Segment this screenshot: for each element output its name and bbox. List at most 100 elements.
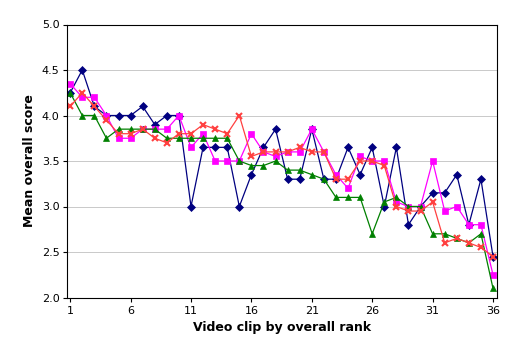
More than once a month bbox=[417, 204, 423, 209]
A few times a year bbox=[478, 177, 484, 181]
A few times a year bbox=[248, 173, 254, 177]
Almost daily bbox=[248, 154, 254, 159]
Almost daily bbox=[381, 163, 388, 168]
A few times a year bbox=[345, 145, 351, 149]
More than twice a week bbox=[224, 136, 230, 140]
More than once a month bbox=[478, 223, 484, 227]
More than once a month bbox=[466, 223, 472, 227]
More than once a month bbox=[272, 154, 279, 159]
A few times a year bbox=[140, 104, 146, 108]
A few times a year bbox=[91, 104, 97, 108]
Almost daily bbox=[309, 150, 315, 154]
More than twice a week bbox=[393, 195, 399, 199]
More than twice a week bbox=[442, 232, 448, 236]
A few times a year bbox=[200, 145, 206, 149]
A few times a year bbox=[333, 177, 339, 181]
Line: A few times a year: A few times a year bbox=[68, 67, 496, 259]
More than once a month bbox=[188, 145, 194, 149]
More than once a month bbox=[115, 136, 121, 140]
Almost daily bbox=[103, 118, 110, 122]
A few times a year bbox=[176, 113, 182, 118]
Almost daily bbox=[212, 127, 218, 131]
Almost daily bbox=[164, 141, 170, 145]
More than once a month bbox=[333, 173, 339, 177]
More than once a month bbox=[140, 127, 146, 131]
More than twice a week bbox=[357, 195, 363, 199]
A few times a year bbox=[285, 177, 291, 181]
Almost daily bbox=[393, 204, 399, 209]
More than twice a week bbox=[164, 136, 170, 140]
Almost daily bbox=[357, 159, 363, 163]
Almost daily bbox=[67, 104, 73, 108]
More than twice a week bbox=[248, 163, 254, 168]
More than twice a week bbox=[321, 177, 327, 181]
Almost daily bbox=[417, 209, 423, 213]
More than twice a week bbox=[478, 232, 484, 236]
Almost daily bbox=[236, 113, 242, 118]
More than twice a week bbox=[406, 204, 412, 209]
More than once a month bbox=[430, 159, 436, 163]
Almost daily bbox=[321, 150, 327, 154]
A few times a year bbox=[381, 204, 388, 209]
More than twice a week bbox=[309, 173, 315, 177]
Almost daily bbox=[296, 145, 303, 149]
X-axis label: Video clip by overall rank: Video clip by overall rank bbox=[193, 321, 371, 334]
A few times a year bbox=[393, 145, 399, 149]
More than twice a week bbox=[296, 168, 303, 172]
More than once a month bbox=[454, 204, 460, 209]
More than twice a week bbox=[115, 127, 121, 131]
More than once a month bbox=[127, 136, 134, 140]
A few times a year bbox=[224, 145, 230, 149]
A few times a year bbox=[321, 177, 327, 181]
More than once a month bbox=[91, 95, 97, 99]
More than once a month bbox=[345, 186, 351, 190]
Line: Almost daily: Almost daily bbox=[67, 89, 497, 260]
More than once a month bbox=[261, 150, 267, 154]
More than twice a week bbox=[381, 200, 388, 204]
More than twice a week bbox=[417, 204, 423, 209]
More than once a month bbox=[67, 82, 73, 86]
Y-axis label: Mean overall score: Mean overall score bbox=[24, 94, 36, 228]
More than once a month bbox=[200, 132, 206, 136]
A few times a year bbox=[115, 113, 121, 118]
Almost daily bbox=[224, 132, 230, 136]
More than once a month bbox=[176, 113, 182, 118]
Almost daily bbox=[140, 127, 146, 131]
A few times a year bbox=[309, 127, 315, 131]
Almost daily bbox=[200, 122, 206, 127]
More than twice a week bbox=[176, 136, 182, 140]
More than twice a week bbox=[285, 168, 291, 172]
Almost daily bbox=[454, 236, 460, 240]
Almost daily bbox=[272, 150, 279, 154]
Almost daily bbox=[261, 150, 267, 154]
Almost daily bbox=[152, 136, 158, 140]
More than twice a week bbox=[152, 127, 158, 131]
More than once a month bbox=[490, 273, 496, 277]
More than once a month bbox=[248, 132, 254, 136]
More than once a month bbox=[357, 154, 363, 159]
More than once a month bbox=[224, 159, 230, 163]
Almost daily bbox=[333, 177, 339, 181]
More than twice a week bbox=[369, 232, 375, 236]
A few times a year bbox=[261, 145, 267, 149]
More than twice a week bbox=[103, 136, 110, 140]
More than once a month bbox=[103, 113, 110, 118]
A few times a year bbox=[79, 68, 86, 72]
More than twice a week bbox=[188, 136, 194, 140]
More than once a month bbox=[309, 127, 315, 131]
A few times a year bbox=[212, 145, 218, 149]
More than once a month bbox=[406, 204, 412, 209]
More than once a month bbox=[212, 159, 218, 163]
More than once a month bbox=[152, 127, 158, 131]
Almost daily bbox=[115, 132, 121, 136]
Almost daily bbox=[79, 91, 86, 95]
Almost daily bbox=[285, 150, 291, 154]
A few times a year bbox=[430, 191, 436, 195]
More than once a month bbox=[321, 150, 327, 154]
A few times a year bbox=[67, 91, 73, 95]
More than twice a week bbox=[466, 241, 472, 245]
More than twice a week bbox=[272, 159, 279, 163]
A few times a year bbox=[272, 127, 279, 131]
More than once a month bbox=[296, 150, 303, 154]
More than once a month bbox=[285, 150, 291, 154]
